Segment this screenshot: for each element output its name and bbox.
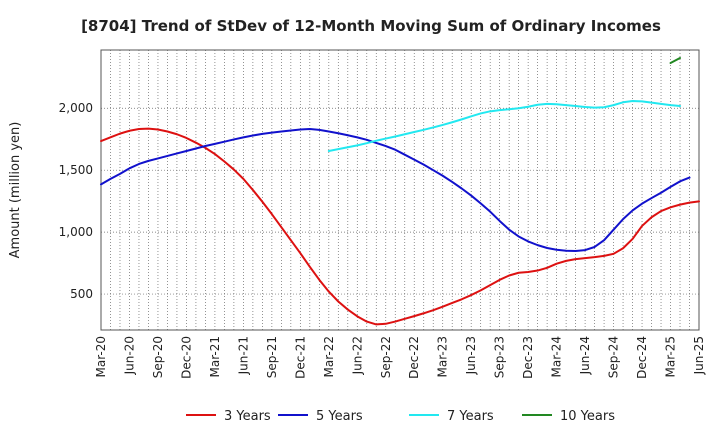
x-tick-label: Jun-22 (350, 336, 364, 375)
x-tick-label: Sep-21 (265, 336, 279, 378)
y-tick-label: 500 (70, 287, 93, 301)
y-tick-label: 1,500 (59, 163, 93, 177)
x-tick-label: Sep-23 (493, 336, 507, 378)
x-tick-label: Dec-21 (293, 336, 307, 379)
legend-label: 7 Years (447, 409, 494, 424)
x-tick-label: Dec-23 (521, 336, 535, 379)
x-tick-label: Mar-23 (436, 336, 450, 377)
x-tick-label: Jun-25 (692, 336, 706, 375)
x-tick-label: Sep-24 (607, 336, 621, 378)
legend-label: 3 Years (224, 409, 271, 424)
legend-label: 10 Years (560, 409, 615, 424)
grid (101, 50, 699, 330)
legend-label: 5 Years (316, 409, 363, 424)
x-axis-ticks: Mar-20 Jun-20 Sep-20 Dec-20 Mar-21 Jun-21 Sep-… (94, 336, 706, 379)
x-tick-label: Mar-24 (550, 336, 564, 377)
x-tick-label: Mar-22 (322, 336, 336, 377)
x-tick-label: Jun-24 (578, 336, 592, 375)
series-layer (100, 57, 700, 326)
y-axis-label: Amount (million yen) (8, 122, 23, 259)
series-line-3-years (100, 127, 700, 326)
legend: 3 Years 5 Years 7 Years 10 Years (186, 409, 615, 424)
series-line-10-years (669, 57, 682, 65)
y-tick-label: 1,000 (59, 225, 93, 239)
y-axis-ticks: 500 1,000 1,500 2,000 (59, 101, 93, 301)
x-tick-label: Dec-20 (179, 336, 193, 379)
y-tick-label: 2,000 (59, 101, 93, 115)
x-tick-label: Dec-22 (407, 336, 421, 379)
x-tick-label: Dec-24 (635, 336, 649, 379)
x-tick-label: Mar-25 (664, 336, 678, 377)
series-line-5-years (100, 128, 691, 252)
x-tick-label: Mar-20 (94, 336, 108, 377)
x-tick-label: Jun-20 (122, 336, 136, 375)
chart-title: [8704] Trend of StDev of 12-Month Moving… (81, 17, 661, 35)
x-tick-label: Jun-21 (236, 336, 250, 375)
x-tick-label: Mar-21 (208, 336, 222, 377)
series-line-7-years (327, 100, 682, 152)
x-tick-label: Jun-23 (464, 336, 478, 375)
x-tick-label: Sep-20 (151, 336, 165, 378)
x-tick-label: Sep-22 (379, 336, 393, 378)
plot-area (100, 49, 700, 331)
